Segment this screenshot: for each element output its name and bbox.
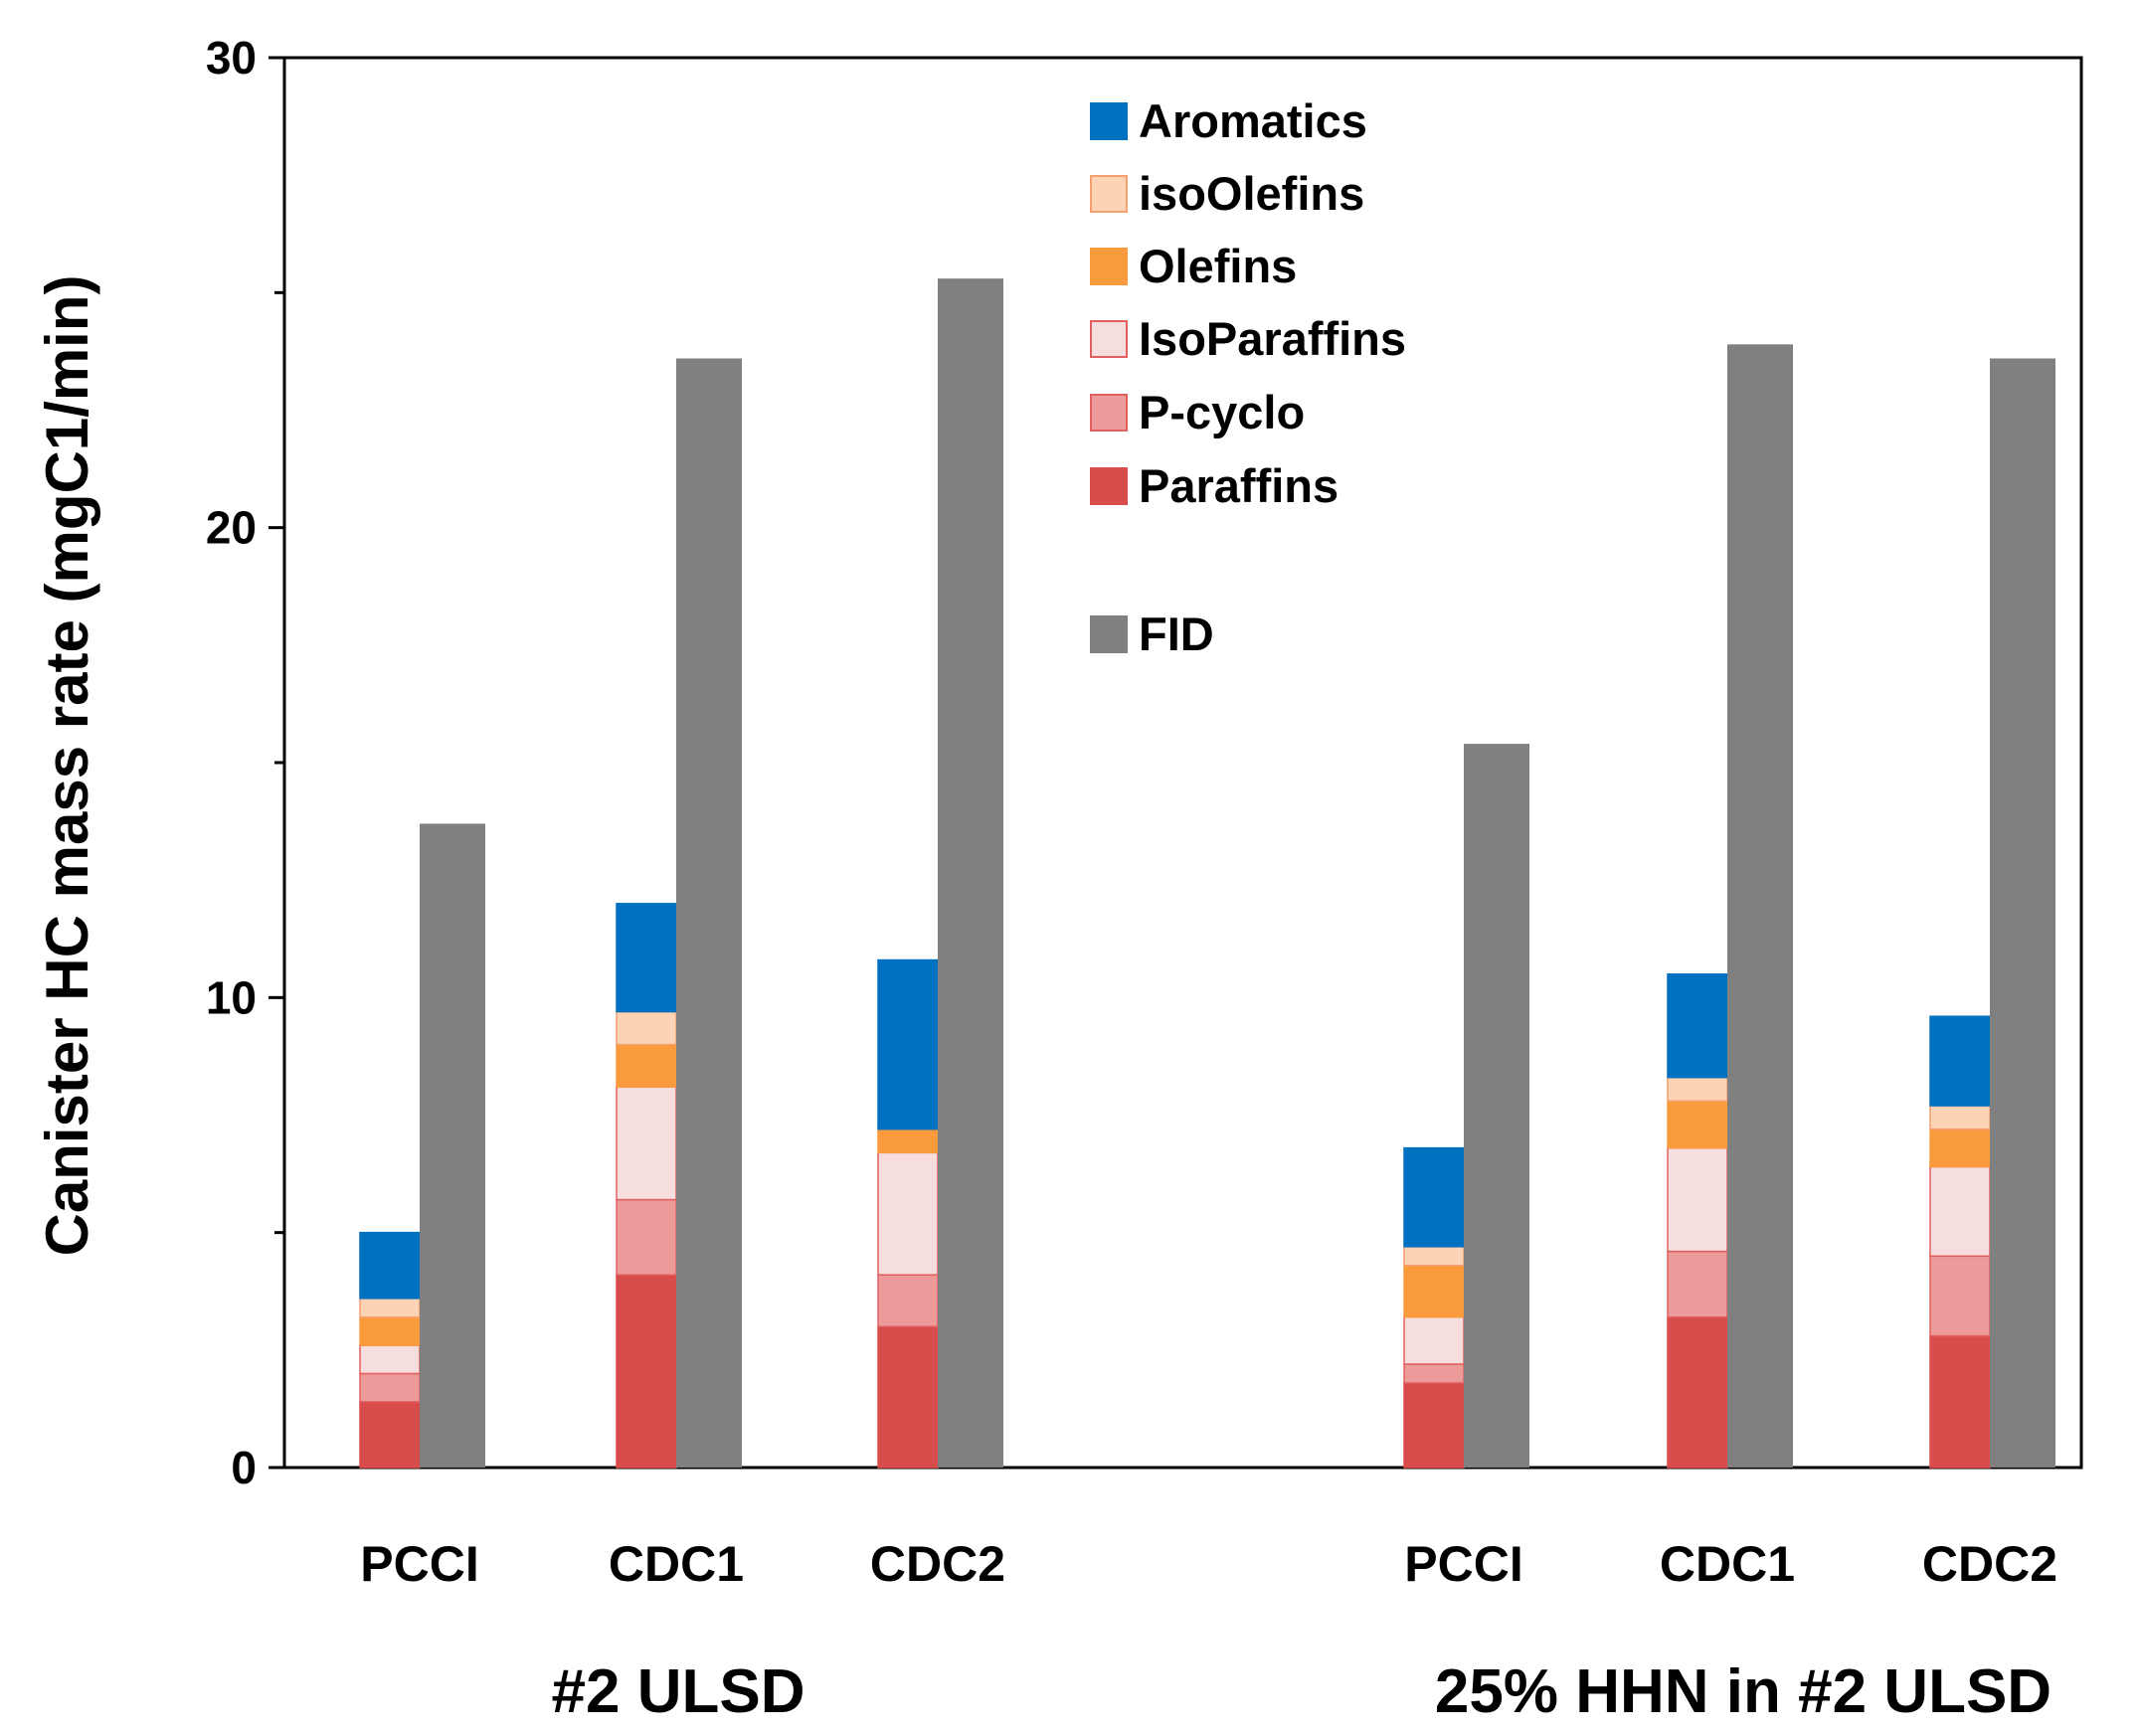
bar-segment-aromatics [877,958,939,1130]
bar-segment-aromatics [616,903,677,1013]
bar-segment-olefins [359,1315,421,1346]
y-tick-label: 30 [206,32,257,84]
bar-segment-aromatics [1403,1146,1465,1248]
bar-segment-aromatics [1667,972,1728,1079]
bar-segment-olefins [1403,1265,1465,1318]
y-tick-label: 20 [206,502,257,554]
x-category-label: CDC2 [1922,1536,2057,1592]
bar-segment-p-cyclo [877,1274,939,1327]
legend: Aromatics isoOlefins Olefins IsoParaffins P-… [1090,94,1406,660]
bar-segment-isoparaffins [1403,1315,1465,1365]
bar-segment-olefins [616,1043,677,1088]
legend-label: FID [1139,608,1214,660]
legend-swatch-fid [1090,615,1128,653]
bar-fid [420,823,485,1468]
bars [359,278,2055,1469]
legend-label: Paraffins [1139,459,1338,512]
y-axis-title: Canister HC mass rate (mgC1/min) [34,275,100,1257]
bar-segment-aromatics [359,1231,421,1300]
legend-label: Olefins [1139,240,1297,292]
group-label: #2 ULSD [552,1657,805,1726]
bar-segment-aromatics [1929,1015,1991,1107]
bar-segment-p-cyclo [616,1198,677,1276]
bar-segment-olefins [1929,1128,1991,1168]
x-category-label: CDC1 [609,1536,744,1592]
y-tick-label: 0 [231,1442,257,1493]
bar-fid [1990,358,2055,1469]
bar-segment-isoparaffins [616,1086,677,1201]
bar-segment-paraffins [1667,1315,1728,1469]
x-category-label: PCCI [360,1536,478,1592]
bar-segment-isoparaffins [1929,1165,1991,1258]
group-label: 25% HHN in #2 ULSD [1435,1657,2052,1726]
legend-label: P-cyclo [1139,386,1305,438]
labels: Canister HC mass rate (mgC1/min) PCCI CDC… [34,275,2057,1726]
bar-segment-p-cyclo [1403,1363,1465,1384]
bar-segment-isoparaffins [877,1151,939,1276]
bar-segment-paraffins [1929,1334,1991,1469]
bar-segment-isoparaffins [359,1344,421,1375]
bar-segment-isoparaffins [1667,1146,1728,1253]
legend-label: Aromatics [1139,94,1367,147]
bar-segment-paraffins [877,1325,939,1469]
bar-segment-p-cyclo [1667,1250,1728,1318]
legend-swatch-paraffins [1090,467,1128,505]
bar-fid [1727,344,1793,1468]
legend-label: IsoParaffins [1139,312,1406,365]
bar-segment-paraffins [359,1401,421,1469]
bar-fid [938,278,1003,1468]
bar-segment-olefins [1667,1100,1728,1149]
x-category-label: PCCI [1404,1536,1522,1592]
legend-swatch-isoparaffins [1090,320,1128,358]
bar-segment-isoolefins [1403,1246,1465,1267]
bar-segment-isoolefins [1929,1105,1991,1130]
axes: 0 10 20 30 [206,32,284,1493]
bar-segment-paraffins [1403,1382,1465,1469]
bar-fid [676,358,742,1469]
bar-fid [1464,744,1529,1468]
bar-segment-isoolefins [616,1010,677,1046]
legend-swatch-aromatics [1090,102,1128,140]
legend-swatch-isoolefins [1090,175,1128,213]
bar-segment-p-cyclo [1929,1255,1991,1337]
x-category-label: CDC1 [1660,1536,1795,1592]
y-tick-label: 10 [206,971,257,1023]
legend-swatch-olefins [1090,248,1128,285]
bar-segment-isoolefins [1667,1076,1728,1103]
legend-swatch-p-cyclo [1090,394,1128,432]
x-category-label: CDC2 [870,1536,1005,1592]
bar-segment-paraffins [616,1274,677,1469]
bar-segment-isoolefins [359,1298,421,1318]
bar-segment-p-cyclo [359,1372,421,1403]
legend-label: isoOlefins [1139,167,1364,220]
bar-segment-olefins [877,1128,939,1154]
